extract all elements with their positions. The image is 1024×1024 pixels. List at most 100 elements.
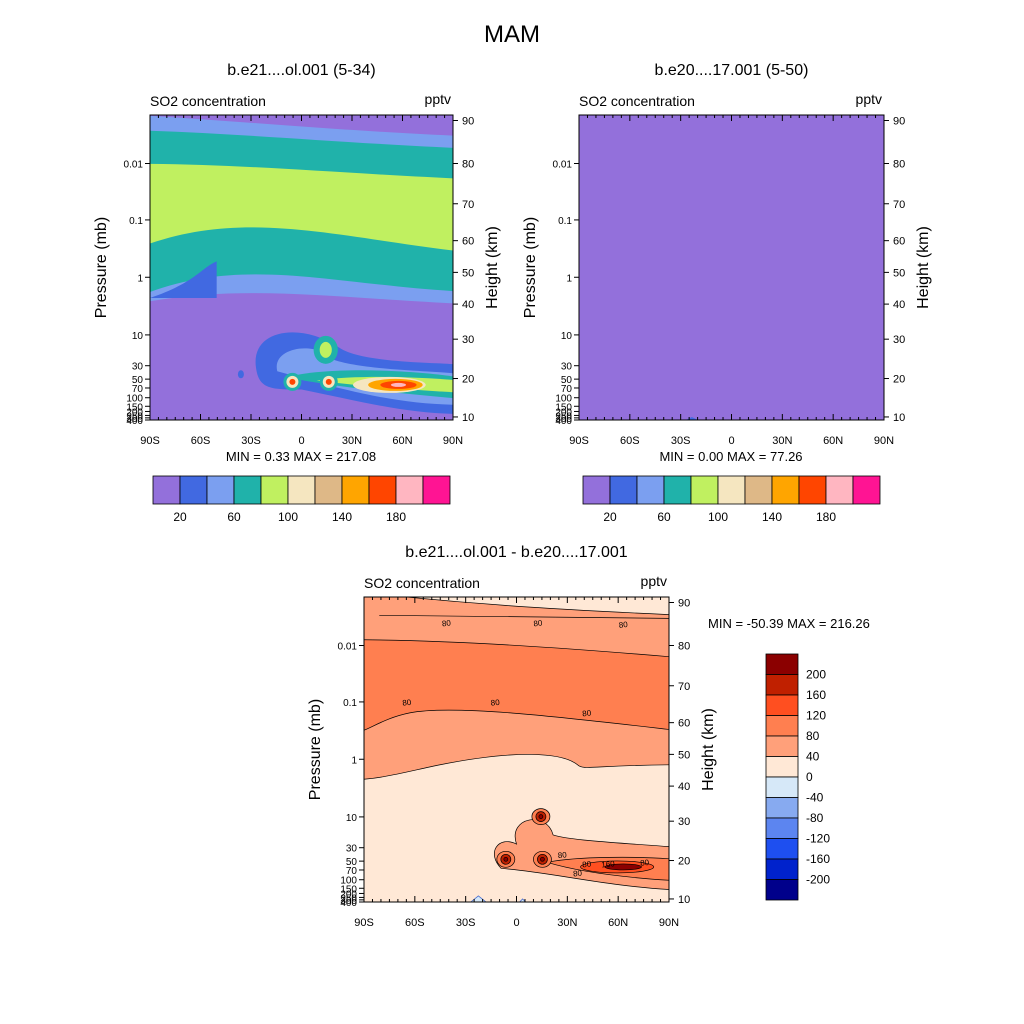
x-tick-label: 90S (569, 435, 589, 447)
height-tick-label: 10 (893, 412, 905, 424)
colorbar-swatch (765, 735, 799, 757)
colorbar-swatch (260, 475, 289, 505)
pressure-tick-label: 250 (555, 411, 572, 422)
pressure-tick-label: 400 (126, 416, 143, 427)
pressure-tick-label: 0.1 (558, 216, 572, 227)
colorbar-label: -160 (806, 852, 830, 866)
x-tick-label: 90S (140, 435, 160, 447)
height-tick-label: 80 (678, 640, 690, 652)
pressure-tick-label: 100 (126, 394, 143, 405)
height-tick-label: 50 (678, 749, 690, 761)
pressure-tick-label: 30 (346, 844, 358, 855)
contour-label: 80 (582, 708, 592, 718)
pressure-tick-label: 200 (126, 407, 143, 418)
x-tick-label: 30N (342, 435, 362, 447)
y2-axis-label: Height (km) (484, 226, 501, 309)
colorbar-label: 80 (806, 729, 820, 743)
y-axis-label: Pressure (mb) (522, 217, 539, 318)
pressure-tick-label: 400 (340, 898, 357, 909)
pressure-tick-label: 30 (132, 362, 144, 373)
colorbar-right: 20 60 100 140 180 (582, 475, 881, 524)
height-tick-label: 60 (462, 236, 474, 248)
pressure-tick-label: 50 (132, 375, 144, 386)
x-tick-label: 90N (443, 435, 463, 447)
colorbar-swatch (852, 475, 881, 505)
figure-title: MAM (484, 21, 540, 48)
variable-label: SO2 concentration (579, 93, 695, 109)
pressure-tick-label: 300 (555, 414, 572, 425)
colorbar-swatch (798, 475, 827, 505)
stats-label: MIN = -50.39 MAX = 216.26 (708, 616, 870, 631)
contour-field (579, 115, 884, 420)
colorbar-swatch (663, 475, 692, 505)
panel-difference: b.e21....ol.001 - b.e20....17.001 SO2 con… (307, 544, 870, 929)
y-axis-label: Pressure (mb) (93, 217, 110, 318)
colorbar-label: 140 (762, 510, 782, 524)
pressure-tick-label: 200 (555, 407, 572, 418)
pressure-tick-label: 50 (346, 857, 358, 868)
colorbar-swatch (287, 475, 316, 505)
colorbar-swatch (206, 475, 235, 505)
colorbar-swatch (771, 475, 800, 505)
height-tick-label: 40 (462, 299, 474, 311)
x-tick-label: 60S (620, 435, 640, 447)
x-tick-label: 0 (298, 435, 304, 447)
colorbar-label: 120 (806, 709, 826, 723)
colorbar-swatch (717, 475, 746, 505)
height-tick-label: 40 (893, 299, 905, 311)
pressure-tick-label: 100 (340, 876, 357, 887)
height-tick-label: 80 (893, 158, 905, 170)
pressure-tick-label: 100 (555, 394, 572, 405)
colorbar-swatch (765, 858, 799, 880)
colorbar-label: 160 (806, 688, 826, 702)
y2-axis-label: Height (km) (700, 708, 717, 791)
x-tick-label: 60S (191, 435, 211, 447)
height-tick-label: 30 (893, 334, 905, 346)
pressure-tick-label: 1 (566, 273, 572, 284)
colorbar-label: 0 (806, 770, 813, 784)
height-tick-label: 30 (462, 334, 474, 346)
pressure-tick-label: 250 (126, 411, 143, 422)
contour-label: 80 (640, 858, 650, 868)
contour-label: 80 (490, 698, 500, 708)
colorbar-label: -80 (806, 811, 824, 825)
height-tick-label: 20 (678, 856, 690, 868)
panel-subtitle: b.e20....17.001 (5-50) (655, 62, 809, 79)
stats-label: MIN = 0.00 MAX = 77.26 (659, 449, 802, 464)
height-tick-label: 70 (462, 199, 474, 211)
colorbar-label: 200 (806, 668, 826, 682)
pressure-tick-label: 70 (132, 384, 144, 395)
colorbar-label: 100 (278, 510, 298, 524)
x-tick-label: 30S (241, 435, 261, 447)
x-tick-label: 90N (874, 435, 894, 447)
colorbar-swatch (582, 475, 611, 505)
colorbar-swatch (765, 694, 799, 716)
colorbar-swatch (368, 475, 397, 505)
colorbar-label: -200 (806, 873, 830, 887)
stats-label: MIN = 0.33 MAX = 217.08 (226, 449, 376, 464)
pressure-tick-label: 200 (340, 889, 357, 900)
colorbar-swatch (825, 475, 854, 505)
colorbar-difference: 200 160 120 80 40 0 -40 -80 -120 -160 -200 (765, 653, 830, 901)
x-tick-label: 30N (772, 435, 792, 447)
colorbar-swatch (765, 653, 799, 675)
contour-label: 80 (442, 618, 452, 628)
contour-label: 80 (557, 850, 567, 860)
colorbar-swatch (422, 475, 451, 505)
colorbar-label: 20 (173, 510, 187, 524)
colorbar-swatch (765, 838, 799, 860)
x-tick-label: 90S (354, 917, 374, 929)
pressure-tick-label: 10 (132, 331, 144, 342)
x-tick-label: 60N (823, 435, 843, 447)
colorbar-swatch (765, 797, 799, 819)
pressure-tick-label: 0.01 (553, 159, 573, 170)
variable-label: SO2 concentration (364, 575, 480, 591)
colorbar-label: 40 (806, 750, 820, 764)
contour-label: 80 (618, 620, 628, 630)
pressure-tick-label: 30 (561, 362, 573, 373)
pressure-tick-label: 300 (126, 414, 143, 425)
colorbar-left: 20 60 100 140 180 (152, 475, 451, 524)
x-tick-label: 90N (659, 917, 679, 929)
